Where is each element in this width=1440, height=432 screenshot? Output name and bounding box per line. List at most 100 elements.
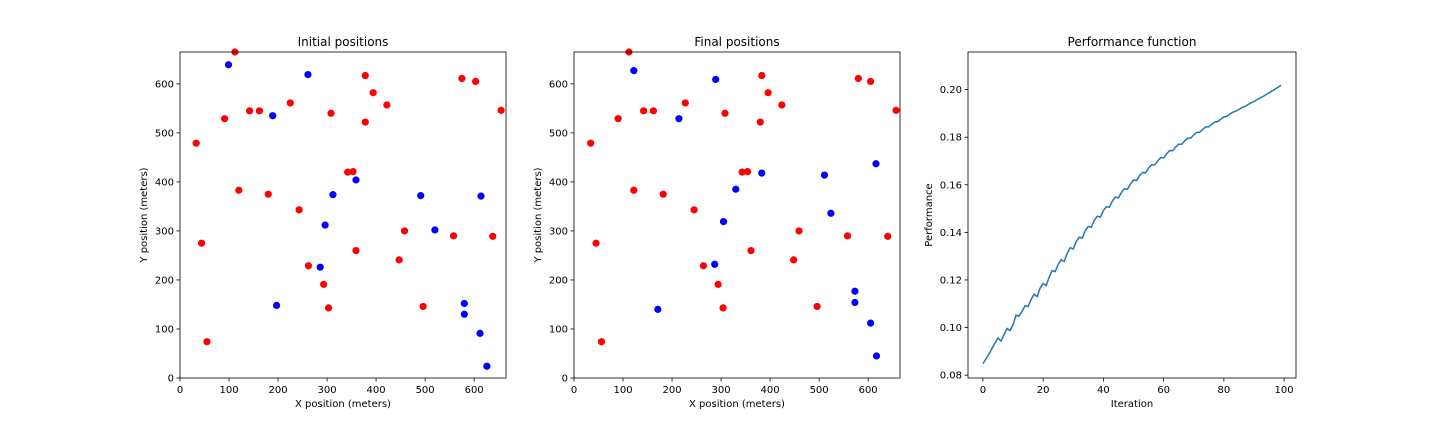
scatter-point-s1-2	[758, 71, 766, 80]
scatter-point-s1-5	[369, 89, 377, 97]
y-tick-label: 600	[155, 79, 174, 90]
scatter-point-s1-10	[892, 106, 900, 114]
x-tick-label: 400	[761, 385, 780, 396]
scatter-point-s1-29	[419, 302, 427, 311]
scatter-point-s1-21	[843, 232, 852, 240]
subplot-3: 0 20 40 60 80 100 0.08 0.10 0.12 0.14 0.16 0.18 0.20…	[924, 35, 1297, 410]
x-tick-label: 40	[1097, 385, 1110, 396]
scatter-point-s2-13	[460, 310, 468, 318]
x-tick-label: 60	[1157, 385, 1170, 396]
y-tick-label: 600	[549, 79, 568, 90]
scatter-point-s2-1	[630, 67, 638, 75]
scatter-point-s2-11	[654, 305, 662, 313]
y-tick-label: 200	[549, 275, 568, 286]
y-tick-label: 0.20	[940, 85, 962, 96]
x-tick-label: 0	[571, 385, 577, 396]
x-tick-label: 300	[318, 385, 337, 396]
y-tick-label: 0.10	[940, 323, 962, 334]
scatter-point-s2-10	[711, 260, 719, 268]
scatter-point-s1-8	[640, 107, 648, 115]
scatter-point-s1-14	[587, 139, 595, 147]
scatter-point-s1-17	[235, 186, 243, 194]
scatter-point-s2-7	[872, 160, 880, 168]
x-tick-label: 0	[980, 385, 986, 396]
scatter-point-s1-3	[458, 74, 466, 83]
x-axis-label: X position (meters)	[295, 399, 391, 410]
x-tick-label: 80	[1217, 385, 1230, 396]
scatter-point-s1-24	[352, 246, 360, 255]
chart-title: Performance function	[1068, 35, 1197, 49]
y-tick-label: 0.14	[940, 228, 962, 239]
scatter-point-s2-6	[417, 192, 425, 200]
scatter-point-s1-9	[649, 107, 658, 115]
y-axis-label: Performance	[924, 183, 935, 246]
scatter-point-s1-10	[497, 106, 505, 114]
x-tick-label: 400	[367, 385, 386, 396]
scatter-point-s1-13	[756, 118, 764, 126]
y-tick-label: 0.08	[940, 371, 962, 382]
scatter-point-s1-14	[192, 139, 200, 147]
scatter-point-s2-3	[269, 112, 277, 120]
y-tick-label: 500	[155, 128, 174, 139]
scatter-point-s2-9	[321, 221, 329, 229]
scatter-point-s2-2	[304, 70, 312, 79]
scatter-point-s1-12	[614, 115, 622, 123]
y-axis-label: Y position (meters)	[139, 167, 150, 263]
scatter-point-s1-24	[747, 246, 755, 255]
scatter-point-s1-25	[395, 256, 403, 264]
x-axis-label: X position (meters)	[689, 399, 785, 410]
scatter-point-s2-12	[460, 299, 468, 308]
scatter-point-s2-1	[224, 61, 233, 69]
scatter-point-s2-8	[827, 209, 835, 217]
scatter-point-s1-15	[738, 168, 746, 176]
axes-frame	[967, 51, 1297, 379]
scatter-point-s1-2	[361, 71, 369, 80]
scatter-point-s1-28	[324, 304, 333, 312]
scatter-point-s1-9	[255, 107, 264, 115]
scatter-point-s1-8	[246, 107, 254, 115]
scatter-point-s1-21	[449, 232, 458, 240]
y-tick-label: 300	[155, 226, 174, 237]
scatter-point-s1-19	[690, 206, 698, 214]
x-tick-label: 300	[712, 385, 731, 396]
scatter-point-s2-3	[675, 115, 683, 123]
scatter-point-s1-11	[721, 109, 729, 117]
scatter-point-s1-11	[327, 109, 335, 117]
scatter-point-s1-4	[866, 77, 875, 86]
y-tick-label: 200	[155, 275, 174, 286]
scatter-point-s2-9	[719, 218, 728, 226]
scatter-point-s1-19	[295, 206, 303, 214]
scatter-point-s2-14	[866, 319, 875, 327]
subplot-1: 0 100 200 300 400 500 600 0 100 200 300 400 500 600 In…	[139, 35, 507, 410]
scatter-point-s1-27	[714, 280, 722, 288]
chart-title: Initial positions	[298, 35, 389, 49]
scatter-point-s1-23	[592, 239, 600, 247]
scatter-point-s2-4	[352, 176, 360, 184]
scatter-point-s1-5	[764, 89, 772, 97]
scatter-point-s1-15	[344, 168, 352, 176]
x-tick-label: 200	[268, 385, 287, 396]
scatter-point-s1-18	[659, 190, 667, 198]
scatter-point-s2-5	[758, 169, 766, 177]
scatter-point-s1-6	[286, 99, 294, 107]
scatter-point-s1-6	[681, 99, 689, 107]
scatter-point-s1-29	[813, 302, 821, 311]
scatter-point-s2-6	[820, 171, 829, 179]
scatter-point-s2-11	[272, 301, 281, 310]
performance-line	[982, 84, 1282, 365]
scatter-point-s1-13	[361, 118, 369, 126]
y-tick-label: 400	[549, 177, 568, 188]
x-tick-label: 500	[416, 385, 435, 396]
scatter-point-s1-22	[884, 232, 892, 240]
scatter-point-s1-23	[197, 239, 206, 247]
scatter-point-s1-16	[743, 168, 752, 176]
subplot-2: 0 100 200 300 400 500 600 0 100 200 300 400 500 600 Fi…	[533, 35, 901, 410]
scatter-point-s1-20	[795, 227, 803, 235]
scatter-point-s2-4	[732, 185, 740, 193]
x-tick-label: 20	[1037, 385, 1050, 396]
x-tick-label: 100	[1275, 385, 1294, 396]
scatter-point-s1-30	[597, 338, 606, 346]
scatter-point-s1-7	[383, 101, 391, 109]
scatter-point-s1-30	[203, 338, 211, 346]
